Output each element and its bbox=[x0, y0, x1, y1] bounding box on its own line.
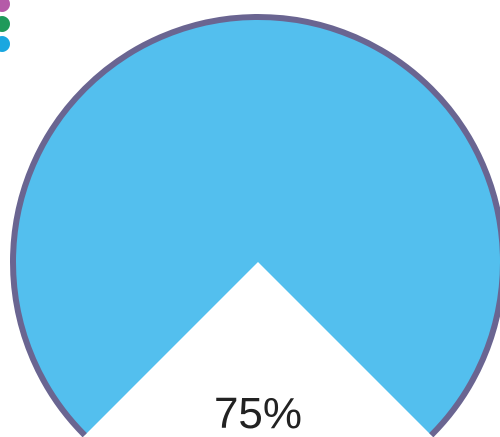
legend-dots bbox=[0, 0, 10, 52]
legend-dot bbox=[0, 36, 10, 52]
pie-slices bbox=[10, 14, 500, 437]
legend-dot bbox=[0, 16, 10, 32]
pie-slice-outline bbox=[10, 14, 500, 437]
pie-slice bbox=[13, 17, 500, 436]
value-label: 75% bbox=[214, 389, 302, 437]
legend-dot bbox=[0, 0, 10, 12]
